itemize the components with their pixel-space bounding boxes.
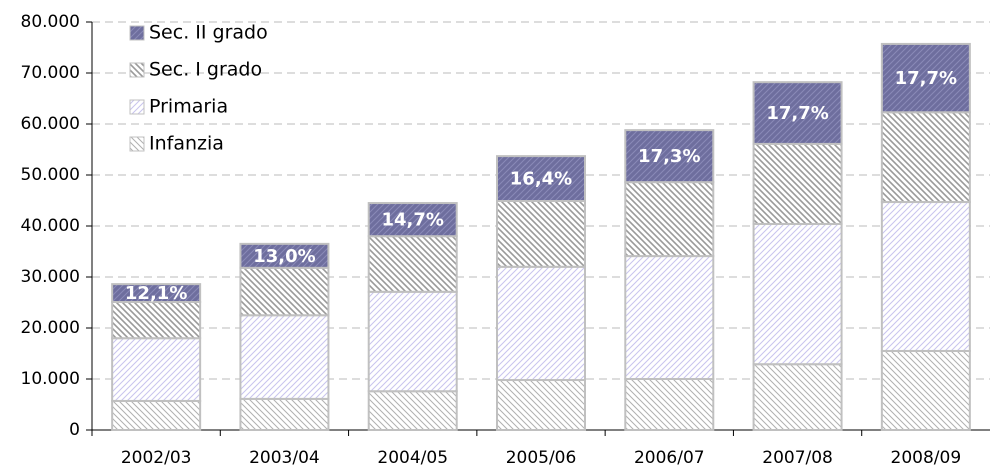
bar-segment: [111, 300, 202, 340]
bar-segment: [752, 222, 843, 366]
legend-swatch: [129, 99, 145, 115]
bar-segment: [239, 314, 330, 400]
legend-label: Infanzia: [149, 133, 224, 155]
bar-segment: [367, 235, 458, 293]
share-label: 17,3%: [638, 146, 700, 167]
legend-swatch: [129, 136, 145, 152]
bar-segment: [752, 142, 843, 225]
bar-segment: [111, 399, 202, 431]
bar-segment: [239, 242, 330, 269]
bar-segment: [624, 181, 715, 258]
share-label: 14,7%: [381, 210, 443, 231]
share-label: 17,7%: [895, 68, 957, 89]
bar-segment: [624, 129, 715, 184]
share-label: 12,1%: [125, 283, 187, 304]
y-tick-label: 10.000: [21, 369, 80, 389]
legend-label: Sec. II grado: [149, 22, 268, 44]
x-tick-label: 2005/06: [506, 448, 577, 468]
legend-label: Primaria: [149, 96, 228, 118]
bar-segment: [111, 337, 202, 402]
bar-segment: [496, 265, 586, 382]
y-tick-label: 60.000: [21, 114, 80, 134]
bar-segment: [880, 42, 971, 114]
bar-segment: [496, 379, 586, 431]
x-tick-label: 2004/05: [377, 448, 448, 468]
bar-segment: [752, 363, 843, 431]
x-tick-label: 2007/08: [762, 448, 833, 468]
x-tick-label: 2006/07: [634, 448, 705, 468]
y-tick-label: 30.000: [21, 267, 80, 287]
y-tick-label: 50.000: [21, 165, 80, 185]
bar-segment: [367, 390, 458, 431]
bar-segment: [752, 81, 843, 145]
bar-segment: [880, 349, 971, 432]
y-tick-label: 20.000: [21, 318, 80, 338]
y-tick-label: 70.000: [21, 63, 80, 83]
y-tick-label: 0: [69, 420, 80, 440]
y-tick-label: 80.000: [21, 12, 80, 32]
share-label: 13,0%: [253, 246, 315, 267]
bar-segment: [239, 397, 330, 432]
legend-swatch: [129, 25, 145, 41]
x-tick-label: 2002/03: [121, 448, 192, 468]
share-label: 17,7%: [766, 103, 828, 124]
bar-segment: [496, 200, 586, 268]
bar-segment: [880, 111, 971, 204]
share-label: 16,4%: [510, 169, 572, 190]
bar-segment: [624, 255, 715, 380]
bar-segment: [111, 283, 202, 303]
legend-label: Sec. I grado: [149, 59, 262, 81]
y-tick-label: 40.000: [21, 216, 80, 236]
x-tick-label: 2008/09: [891, 448, 962, 468]
bar-segment: [880, 201, 971, 352]
bar-segment: [496, 155, 586, 203]
bar-segment: [367, 202, 458, 238]
x-tick-label: 2003/04: [249, 448, 320, 468]
legend-swatch: [129, 62, 145, 78]
bar-segment: [624, 378, 715, 431]
bar-segment: [239, 266, 330, 317]
bar-segment: [367, 290, 458, 393]
